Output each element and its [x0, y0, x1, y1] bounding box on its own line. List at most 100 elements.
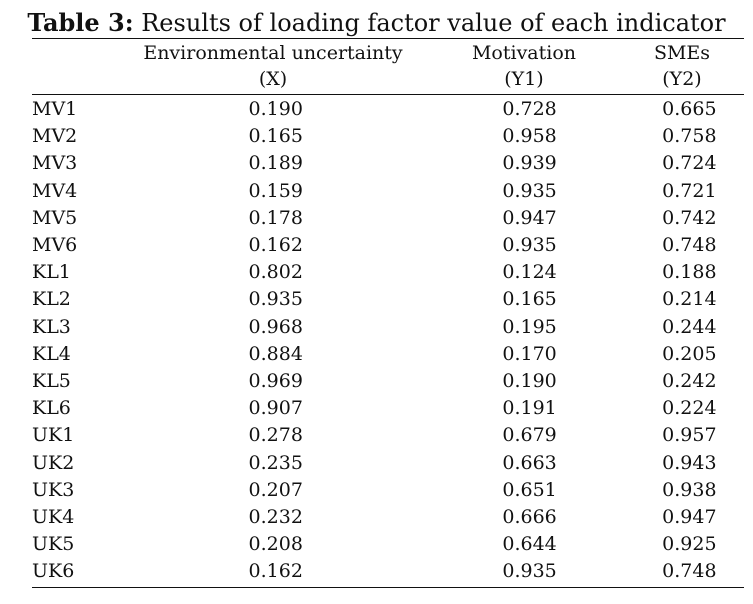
column-header-environmental-uncertainty: Environmental uncertainty (X)	[130, 40, 416, 92]
environmental-uncertainty-cell: 0.278	[248, 424, 303, 447]
table-row: KL5 0.969 0.190 0.242	[32, 368, 744, 395]
motivation-cell: 0.958	[502, 125, 557, 148]
indicator-cell: KL5	[32, 369, 71, 392]
table-row: KL6 0.907 0.191 0.224	[32, 395, 744, 422]
environmental-uncertainty-cell: 0.935	[248, 288, 303, 311]
table-row: UK5 0.208 0.644 0.925	[32, 531, 744, 558]
column-spacer	[420, 232, 444, 259]
smes-cell: 0.748	[662, 560, 717, 583]
top-rule	[32, 38, 744, 39]
motivation-cell: 0.935	[502, 560, 557, 583]
column-spacer	[615, 259, 635, 286]
smes-cell: 0.244	[662, 315, 717, 338]
column-spacer	[615, 178, 635, 205]
indicator-cell: MV6	[32, 234, 78, 257]
indicator-cell: UK6	[32, 560, 75, 583]
smes-cell: 0.188	[662, 261, 717, 284]
table-row: MV4 0.159 0.935 0.721	[32, 178, 744, 205]
indicator-cell: KL3	[32, 315, 71, 338]
environmental-uncertainty-cell: 0.968	[248, 315, 303, 338]
table-row: UK1 0.278 0.679 0.957	[32, 422, 744, 449]
indicator-cell: MV4	[32, 179, 78, 202]
column-spacer	[615, 368, 635, 395]
smes-cell: 0.943	[662, 451, 717, 474]
indicator-cell: UK2	[32, 451, 75, 474]
table-row: MV5 0.178 0.947 0.742	[32, 205, 744, 232]
motivation-cell: 0.935	[502, 179, 557, 202]
smes-cell: 0.938	[662, 478, 717, 501]
column-header-code: (Y2)	[662, 68, 702, 90]
smes-cell: 0.925	[662, 533, 717, 556]
column-spacer	[420, 449, 444, 476]
smes-cell: 0.724	[662, 152, 717, 175]
smes-cell: 0.742	[662, 206, 717, 229]
smes-cell: 0.721	[662, 179, 717, 202]
indicator-cell: KL2	[32, 288, 71, 311]
column-spacer	[420, 259, 444, 286]
motivation-cell: 0.935	[502, 234, 557, 257]
motivation-cell: 0.190	[502, 369, 557, 392]
table-row: UK4 0.232 0.666 0.947	[32, 504, 744, 531]
column-spacer	[615, 314, 635, 341]
column-header-code: (X)	[258, 68, 288, 90]
column-spacer	[420, 368, 444, 395]
motivation-cell: 0.165	[502, 288, 557, 311]
indicator-cell: KL1	[32, 261, 71, 284]
column-spacer	[615, 232, 635, 259]
smes-cell: 0.214	[662, 288, 717, 311]
table-caption: Table 3: Results of loading factor value…	[0, 8, 753, 38]
indicator-cell: UK5	[32, 533, 75, 556]
environmental-uncertainty-cell: 0.178	[248, 206, 303, 229]
motivation-cell: 0.195	[502, 315, 557, 338]
column-header-smes: SMEs (Y2)	[628, 40, 736, 92]
environmental-uncertainty-cell: 0.235	[248, 451, 303, 474]
motivation-cell: 0.666	[502, 505, 557, 528]
column-spacer	[615, 205, 635, 232]
column-spacer	[615, 395, 635, 422]
column-spacer	[615, 96, 635, 123]
column-spacer	[420, 477, 444, 504]
motivation-cell: 0.170	[502, 342, 557, 365]
table-row: MV3 0.189 0.939 0.724	[32, 150, 744, 177]
loading-factor-table: MV1 0.190 0.728 0.665 MV2 0.165 0.958 0.758 MV3 0…	[32, 96, 744, 585]
smes-cell: 0.242	[662, 369, 717, 392]
environmental-uncertainty-cell: 0.208	[248, 533, 303, 556]
column-spacer	[615, 123, 635, 150]
indicator-cell: KL4	[32, 342, 71, 365]
environmental-uncertainty-cell: 0.162	[248, 234, 303, 257]
table-row: MV2 0.165 0.958 0.758	[32, 123, 744, 150]
column-spacer	[615, 341, 635, 368]
motivation-cell: 0.728	[502, 98, 557, 121]
environmental-uncertainty-cell: 0.159	[248, 179, 303, 202]
table-row: MV1 0.190 0.728 0.665	[32, 96, 744, 123]
motivation-cell: 0.124	[502, 261, 557, 284]
indicator-cell: MV5	[32, 206, 78, 229]
indicator-cell: UK4	[32, 505, 75, 528]
environmental-uncertainty-cell: 0.190	[248, 98, 303, 121]
column-spacer	[615, 558, 635, 585]
column-spacer	[420, 531, 444, 558]
motivation-cell: 0.679	[502, 424, 557, 447]
environmental-uncertainty-cell: 0.232	[248, 505, 303, 528]
indicator-cell: UK3	[32, 478, 75, 501]
motivation-cell: 0.663	[502, 451, 557, 474]
column-header-name: SMEs	[653, 42, 711, 64]
smes-cell: 0.947	[662, 505, 717, 528]
column-spacer	[420, 178, 444, 205]
indicator-cell: MV1	[32, 98, 78, 121]
environmental-uncertainty-cell: 0.207	[248, 478, 303, 501]
column-spacer	[615, 449, 635, 476]
column-spacer	[615, 477, 635, 504]
environmental-uncertainty-cell: 0.189	[248, 152, 303, 175]
table-row: KL3 0.968 0.195 0.244	[32, 314, 744, 341]
environmental-uncertainty-cell: 0.162	[248, 560, 303, 583]
caption-label: Table 3:	[27, 8, 134, 37]
column-header-code: (Y1)	[504, 68, 544, 90]
smes-cell: 0.205	[662, 342, 717, 365]
motivation-cell: 0.191	[502, 397, 557, 420]
column-spacer	[420, 205, 444, 232]
column-spacer	[615, 504, 635, 531]
motivation-cell: 0.947	[502, 206, 557, 229]
column-spacer	[615, 422, 635, 449]
smes-cell: 0.665	[662, 98, 717, 121]
